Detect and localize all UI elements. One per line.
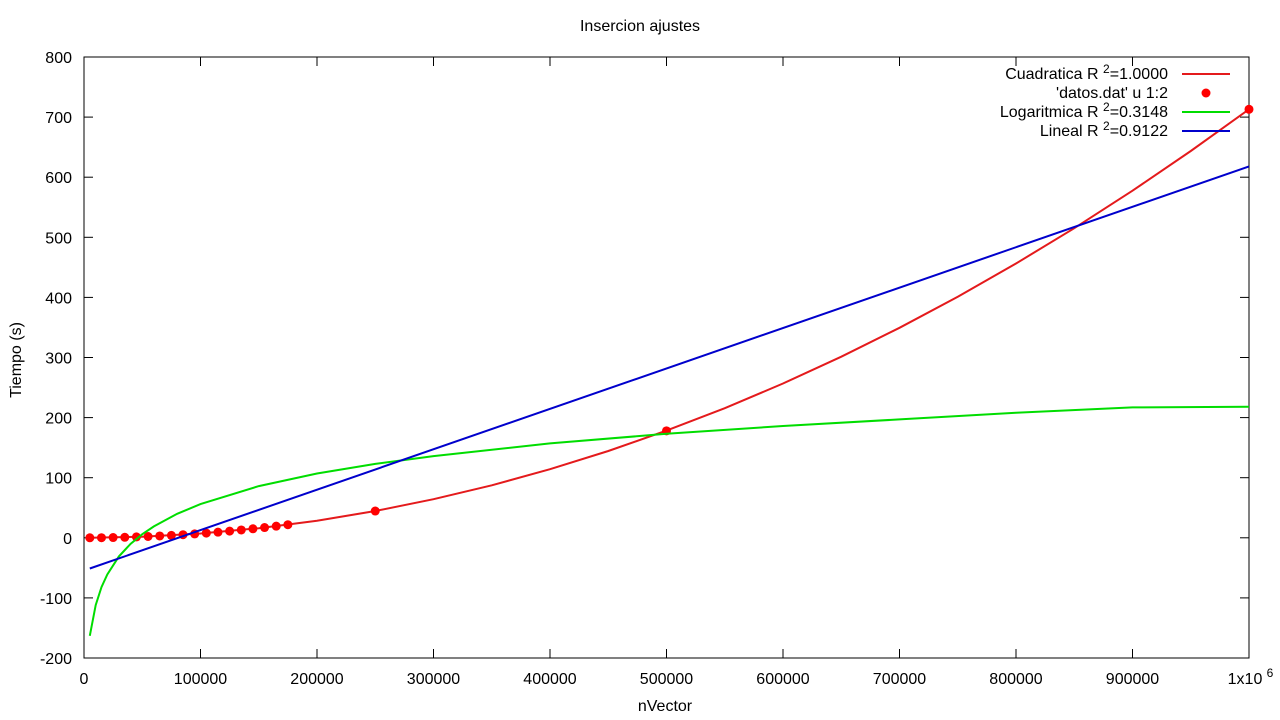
x-tick-label: 600000 [756,671,809,688]
data-point [236,525,246,535]
data-point [131,532,141,542]
y-tick-label: -200 [40,651,72,668]
y-tick-label: 200 [45,411,72,428]
y-tick-label: 500 [45,230,72,247]
legend-label: Cuadratica R 2=1.0000 [1005,62,1168,83]
y-tick-label: -100 [40,591,72,608]
y-tick-label: 800 [45,50,72,67]
data-point [213,527,223,537]
legend: Cuadratica R 2=1.0000 'datos.dat' u 1:2Lo… [1000,62,1230,140]
y-tick-label: 0 [63,531,72,548]
x-tick-label: 100000 [174,671,227,688]
data-point [120,532,130,542]
plot-border [83,56,1250,659]
x-axis: 0 100000 200000 300000 400000 500000 600000 700… [80,57,1274,688]
y-tick-label: 600 [45,170,72,187]
data-point [155,531,165,541]
x-tick-label: 200000 [290,671,343,688]
data-point [225,526,235,536]
x-tick-label: 500000 [640,671,693,688]
x-axis-label: nVector [638,698,693,715]
data-point [248,524,258,534]
data-point [370,506,380,516]
y-tick-label: 300 [45,351,72,368]
plot-frame [83,56,1250,659]
series-line-3 [89,165,1249,570]
data-point [96,533,106,543]
data-point [283,520,293,530]
data-point [108,533,118,543]
data-point [201,528,211,538]
y-tick-label: 400 [45,290,72,307]
data-point [143,532,153,542]
y-axis: -200 -100 0 100 200 300 400 500 600 700 800 [40,50,1249,668]
series-line-2 [88,405,1249,636]
data-point [166,530,176,540]
x-tick-label: 0 [80,671,89,688]
legend-label: Logaritmica R 2=0.3148 [1000,100,1168,121]
data-point [85,533,95,543]
x-tick-label: 800000 [989,671,1042,688]
data-point [271,521,281,531]
data-point [260,523,270,533]
x-tick-label-exponent: 6 [1267,666,1274,680]
x-tick-label: 400000 [523,671,576,688]
series-line-0 [89,108,1249,539]
legend-label: 'datos.dat' u 1:2 [1056,85,1168,102]
x-tick-label: 1x10 [1228,671,1263,688]
y-tick-label: 100 [45,471,72,488]
series-layer [85,104,1254,636]
chart-title: Insercion ajustes [579,18,701,35]
legend-swatch [1201,88,1211,98]
y-tick-label: 700 [45,110,72,127]
x-tick-label: 700000 [873,671,926,688]
legend-label: Lineal R 2=0.9122 [1040,119,1168,140]
data-point [1244,104,1254,114]
y-axis-label: Tiempo (s) [8,322,25,398]
x-tick-label: 900000 [1106,671,1159,688]
x-tick-label: 300000 [407,671,460,688]
